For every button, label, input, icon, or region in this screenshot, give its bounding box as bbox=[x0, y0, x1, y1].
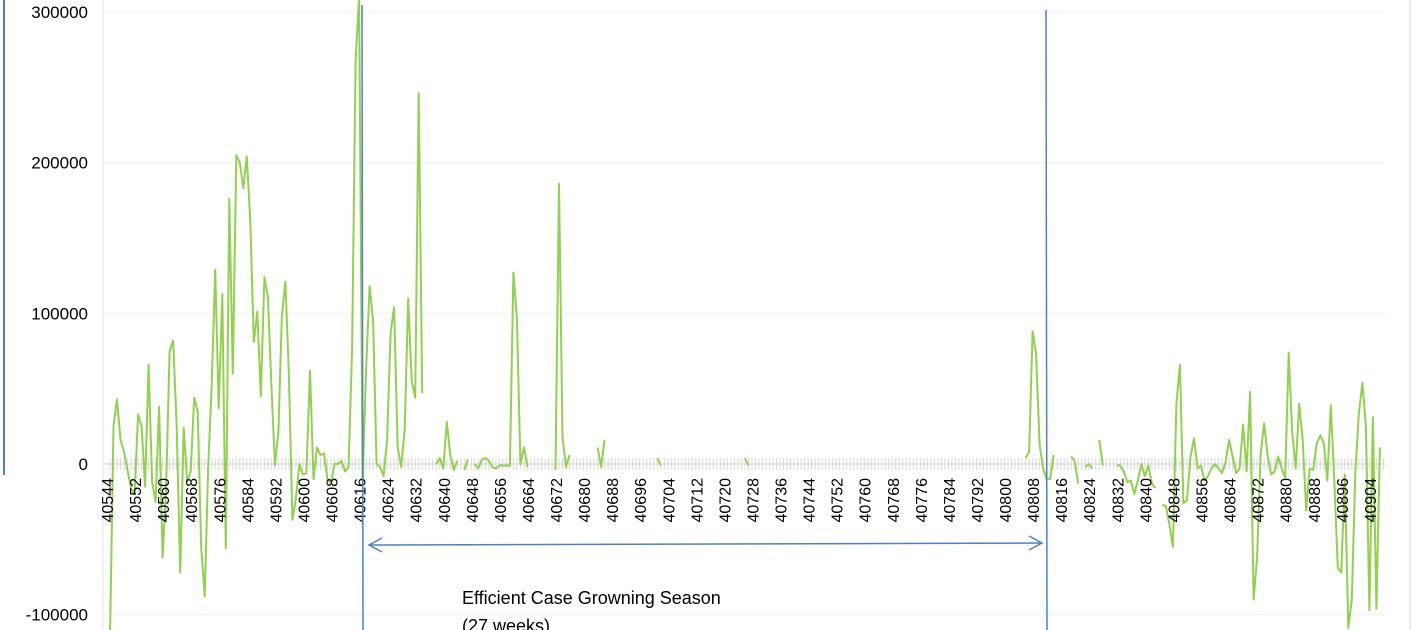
y-tick-label: 300000 bbox=[31, 3, 88, 22]
x-tick-label: 40552 bbox=[128, 478, 145, 523]
x-tick-label: 40720 bbox=[717, 478, 734, 523]
season-start-marker bbox=[361, 4, 364, 630]
x-tick-label: 40744 bbox=[802, 478, 819, 523]
x-tick-label: 40776 bbox=[914, 478, 931, 523]
series-line-segment bbox=[1162, 351, 1381, 630]
x-tick-label: 40544 bbox=[100, 478, 117, 523]
x-tick-label: 40792 bbox=[970, 478, 987, 523]
x-tick-label: 40904 bbox=[1363, 478, 1380, 523]
x-tick-label: 40632 bbox=[409, 478, 426, 523]
x-tick-label: 40592 bbox=[268, 478, 285, 523]
x-tick-label: 40656 bbox=[493, 478, 510, 523]
season-markers bbox=[361, 4, 1048, 630]
x-tick-label: 40824 bbox=[1082, 478, 1099, 523]
y-axis-tick-labels: 300000 200000 100000 0 -100000 bbox=[26, 3, 88, 625]
x-tick-label: 40896 bbox=[1335, 478, 1352, 523]
series-line-segment bbox=[596, 439, 606, 468]
series-line-segment bbox=[109, 0, 424, 630]
x-tick-label: 40672 bbox=[549, 478, 566, 523]
series-line-segment bbox=[474, 271, 529, 470]
x-tick-label: 40784 bbox=[942, 478, 959, 523]
x-tick-label: 40880 bbox=[1279, 478, 1296, 523]
x-tick-label: 40712 bbox=[689, 478, 706, 523]
x-tick-label: 40736 bbox=[774, 478, 791, 523]
series-line-segment bbox=[463, 459, 469, 471]
series-line-segment bbox=[1098, 439, 1104, 466]
x-tick-label: 40768 bbox=[886, 478, 903, 523]
season-span-arrow bbox=[367, 535, 1044, 553]
series-line-segment bbox=[743, 457, 750, 466]
y-tick-label: 100000 bbox=[31, 304, 88, 323]
x-tick-label: 40728 bbox=[745, 478, 762, 523]
series-line-segment bbox=[435, 420, 459, 471]
x-tick-label: 40616 bbox=[353, 478, 370, 523]
arrow-head-left bbox=[367, 537, 383, 553]
x-tick-label: 40576 bbox=[212, 478, 229, 523]
x-tick-label: 40800 bbox=[998, 478, 1015, 523]
x-tick-label: 40584 bbox=[240, 478, 257, 523]
x-tick-label: 40608 bbox=[325, 478, 342, 523]
x-tick-label: 40864 bbox=[1223, 478, 1240, 523]
y-tick-label: 200000 bbox=[31, 154, 88, 173]
x-tick-label: 40888 bbox=[1307, 478, 1324, 523]
series-line-segment bbox=[1084, 463, 1093, 470]
season-end-marker bbox=[1045, 9, 1048, 630]
x-tick-label: 40560 bbox=[156, 478, 173, 523]
data-series bbox=[109, 0, 1381, 630]
x-tick-label: 40840 bbox=[1138, 478, 1155, 523]
x-tick-label: 40624 bbox=[381, 478, 398, 523]
x-tick-label: 40640 bbox=[437, 478, 454, 523]
annotation-subtitle: (27 weeks) bbox=[462, 616, 550, 630]
x-tick-label: 40688 bbox=[605, 478, 622, 523]
y-tick-label: 0 bbox=[79, 455, 88, 474]
gridlines bbox=[102, 0, 1385, 630]
x-tick-label: 40816 bbox=[1054, 478, 1071, 523]
x-tick-label: 40704 bbox=[661, 478, 678, 523]
series-line-segment bbox=[554, 182, 571, 471]
arrow-head-right bbox=[1028, 535, 1044, 551]
x-axis-tick-labels: 40544 40552 40560 40568 40576 40584 40592 40600… bbox=[100, 478, 1380, 523]
y-tick-label: -100000 bbox=[26, 606, 88, 625]
x-tick-label: 40832 bbox=[1110, 478, 1127, 523]
x-tick-label: 40600 bbox=[296, 478, 313, 523]
x-tick-label: 40856 bbox=[1194, 478, 1211, 523]
x-tick-label: 40760 bbox=[858, 478, 875, 523]
x-tick-label: 40568 bbox=[184, 478, 201, 523]
series-line-segment bbox=[656, 457, 662, 466]
x-tick-label: 40808 bbox=[1026, 478, 1043, 523]
x-tick-label: 40648 bbox=[465, 478, 482, 523]
x-tick-label: 40680 bbox=[577, 478, 594, 523]
series-line-segment bbox=[1024, 330, 1055, 481]
x-tick-label: 40752 bbox=[830, 478, 847, 523]
x-tick-label: 40664 bbox=[521, 478, 538, 523]
annotation-title: Efficient Case Growning Season bbox=[462, 588, 721, 608]
series-line-segment bbox=[1070, 455, 1080, 484]
x-tick-label: 40872 bbox=[1251, 478, 1268, 523]
x-tick-label: 40696 bbox=[633, 478, 650, 523]
series-line-segment bbox=[1116, 463, 1157, 496]
x-tick-label: 40848 bbox=[1166, 478, 1183, 523]
